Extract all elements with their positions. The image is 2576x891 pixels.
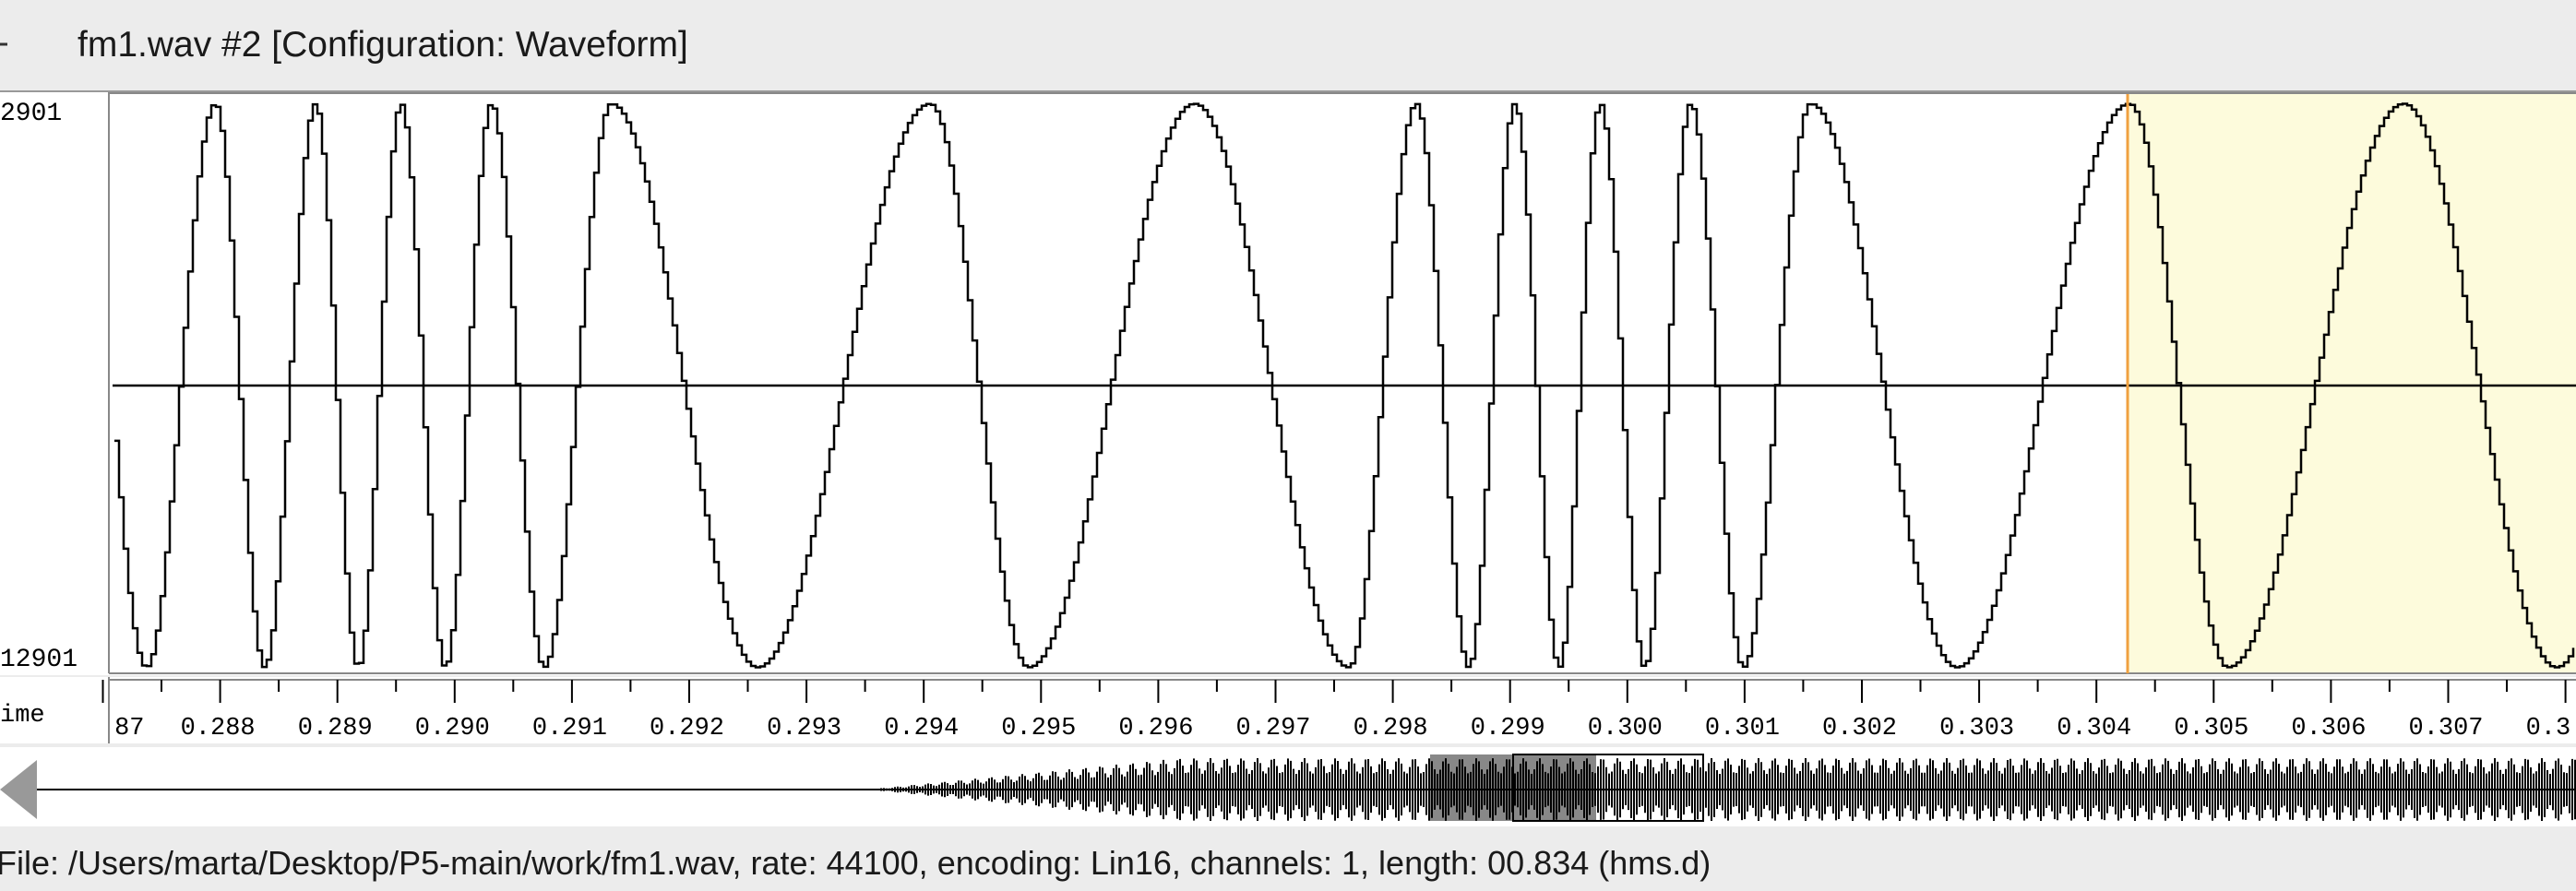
window-title: fm1.wav #2 [Configuration: Waveform] (78, 25, 688, 65)
tick-label: 0.304 (2057, 715, 2131, 742)
tick-label: 0.296 (1118, 715, 1193, 742)
tick-label: 0.300 (1588, 715, 1663, 742)
tick-label: 0.301 (1705, 715, 1780, 742)
tick-label: 0.298 (1354, 715, 1428, 742)
tick-label: 0.303 (1939, 715, 2014, 742)
tick-label: 0.299 (1471, 715, 1545, 742)
tick-label: 87 (114, 715, 144, 742)
tick-label: 0.295 (1001, 715, 1076, 742)
tick-label: 0.288 (181, 715, 256, 742)
tick-label: 0.294 (884, 715, 959, 742)
tick-label: 0.305 (2174, 715, 2248, 742)
ruler-ticks: 87 0.288 0.289 0.290 0.291 0.292 0.293 0.294 0.2… (101, 680, 2571, 742)
tick-label: 0.291 (532, 715, 607, 742)
scroll-left[interactable] (0, 760, 37, 819)
overview-waveform (869, 758, 2576, 821)
tick-label: 0.307 (2409, 715, 2484, 742)
status-bar: File: /Users/marta/Desktop/P5-main/work/… (0, 844, 1711, 882)
tick-label: 0.290 (415, 715, 490, 742)
amplitude-min: 12901 (0, 646, 78, 674)
waveform (114, 102, 2575, 669)
tick-label: 0.3 (2526, 715, 2571, 742)
amplitude-max: 2901 (0, 100, 62, 128)
title-bar (0, 0, 2576, 90)
tick-label: 0.289 (298, 715, 373, 742)
overview-selection[interactable] (1512, 754, 1704, 822)
tick-label: 0.292 (650, 715, 724, 742)
tick-label: 0.297 (1236, 715, 1311, 742)
tick-label: 0.293 (767, 715, 841, 742)
tick-label: 0.302 (1822, 715, 1897, 742)
tick-label: 0.306 (2291, 715, 2366, 742)
ruler-label: ime (0, 702, 45, 730)
time-ruler (0, 677, 2576, 743)
selection (2128, 94, 2576, 673)
